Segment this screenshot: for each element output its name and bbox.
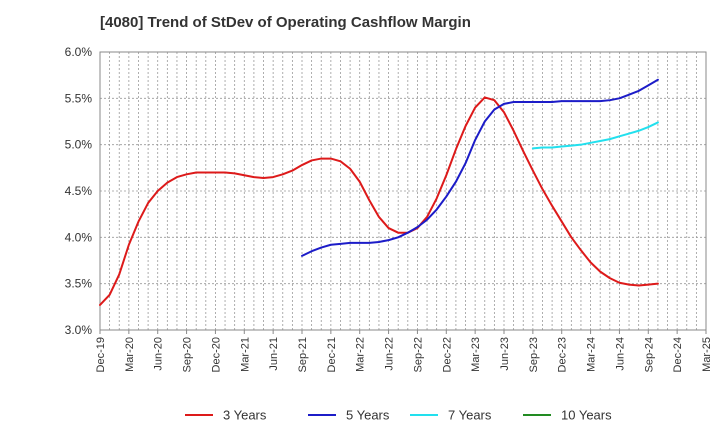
x-tick-label: Dec-23 [557,337,569,372]
y-tick-label: 5.5% [65,91,93,105]
x-tick-label: Jun-20 [153,337,165,371]
y-tick-label: 3.5% [65,277,93,291]
legend-label-3: 7 Years [448,408,492,423]
x-tick-label: Mar-22 [355,337,367,372]
x-tick-label: Sep-24 [643,337,655,372]
legend-label-4: 10 Years [561,408,612,423]
x-tick-label: Jun-23 [499,337,511,371]
legend-label-1: 3 Years [223,408,267,423]
x-tick-label: Dec-19 [95,337,107,372]
x-tick-label: Mar-24 [586,337,598,372]
x-tick-label: Dec-21 [326,337,338,372]
plot-frame [99,51,707,331]
x-tick-label: Jun-21 [268,337,280,371]
x-tick-label: Dec-22 [441,337,453,372]
series-line-2 [301,78,659,257]
x-tick-label: Dec-20 [210,337,222,372]
axes: 3.0% 3.5% 4.0% 4.5% 5.0% 5.5% 6.0% Dec-19 Mar-20… [65,45,713,372]
chart-title: [4080] Trend of StDev of Operating Cashf… [100,14,471,31]
grid [100,52,706,330]
x-tick-label: Jun-24 [614,337,626,371]
y-tick-label: 4.0% [65,230,93,244]
x-tick-label: Sep-21 [297,337,309,372]
x-tick-label: Sep-23 [528,337,540,372]
legend-label-2: 5 Years [346,408,390,423]
legend: 3 Years 5 Years 7 Years 10 Years [185,408,612,423]
x-tick-label: Mar-20 [124,337,136,372]
series-lines [99,78,659,306]
x-tick-label: Mar-23 [470,337,482,372]
x-tick-label: Dec-24 [672,337,684,372]
y-tick-label: 6.0% [65,45,93,59]
y-tick-label: 3.0% [65,323,93,337]
x-tick-label: Mar-21 [239,337,251,372]
y-tick-label: 4.5% [65,184,93,198]
x-tick-label: Sep-22 [412,337,424,372]
x-tick-label: Jun-22 [384,337,396,371]
x-tick-label: Mar-25 [701,337,713,372]
series-line-3 [531,121,659,150]
series-line-1 [99,96,659,306]
x-tick-label: Sep-20 [182,337,194,372]
y-tick-label: 5.0% [65,138,93,152]
